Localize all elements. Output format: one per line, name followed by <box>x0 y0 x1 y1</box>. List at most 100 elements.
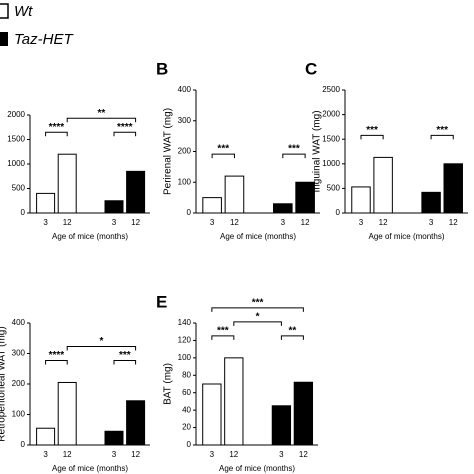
significance-bracket <box>233 321 282 326</box>
significance-bracket <box>282 153 306 159</box>
significance-bracket <box>211 153 235 159</box>
bar <box>293 381 314 446</box>
y-tick-label: 80 <box>182 370 191 379</box>
significance-bracket <box>66 117 137 123</box>
significance-bracket <box>45 359 68 365</box>
y-tick-label: 500 <box>12 184 26 193</box>
bar <box>373 156 393 214</box>
x-tick-label: 12 <box>63 450 72 459</box>
x-tick-label: 12 <box>131 218 140 227</box>
legend-swatch <box>0 32 8 46</box>
x-axis-label: Age of mice (months) <box>219 464 295 473</box>
y-tick-label: 300 <box>12 349 26 358</box>
significance-label: *** <box>217 144 229 155</box>
y-tick-label: 60 <box>182 388 191 397</box>
legend-label: Taz-HET <box>14 31 74 48</box>
y-tick-label: 300 <box>178 116 192 125</box>
y-tick-label: 500 <box>327 184 341 193</box>
x-tick-label: 3 <box>112 450 117 459</box>
significance-label: *** <box>288 144 300 155</box>
y-tick-label: 200 <box>12 379 26 388</box>
significance-label: **** <box>117 122 133 133</box>
x-tick-label: 12 <box>449 218 458 227</box>
bar <box>57 381 77 446</box>
significance-bracket <box>280 335 304 340</box>
y-tick-label: 100 <box>178 353 192 362</box>
x-tick-label: 3 <box>43 450 48 459</box>
bar <box>36 427 56 446</box>
x-axis-label: Age of mice (months) <box>52 464 128 473</box>
y-tick-label: 100 <box>12 410 26 419</box>
x-axis-label: Age of mice (months) <box>368 232 444 241</box>
y-tick-label: 140 <box>178 318 192 327</box>
y-tick-label: 20 <box>182 423 191 432</box>
bar <box>271 405 292 446</box>
panel-label: C <box>305 59 317 78</box>
y-tick-label: 100 <box>178 177 192 186</box>
y-tick-label: 120 <box>178 336 192 345</box>
x-tick-label: 12 <box>229 450 238 459</box>
legend-label: Wt <box>14 3 33 20</box>
y-axis-label: Inguinal WAT (mg) <box>312 110 323 192</box>
x-tick-label: 3 <box>279 450 284 459</box>
significance-bracket <box>66 345 137 351</box>
y-tick-label: 400 <box>178 85 192 94</box>
y-tick-label: 1000 <box>7 159 25 168</box>
significance-label: *** <box>119 350 131 361</box>
x-tick-label: 3 <box>43 218 48 227</box>
y-tick-label: 1500 <box>7 135 25 144</box>
significance-bracket <box>113 131 137 137</box>
x-tick-label: 3 <box>210 218 215 227</box>
panel-label: E <box>156 292 167 311</box>
y-tick-label: 200 <box>178 147 192 156</box>
bar <box>224 357 244 446</box>
x-tick-label: 12 <box>230 218 239 227</box>
bar <box>295 181 315 214</box>
x-tick-label: 12 <box>63 218 72 227</box>
significance-label: *** <box>366 125 378 136</box>
significance-bracket <box>211 307 304 312</box>
y-tick-label: 0 <box>21 440 26 449</box>
bar <box>443 163 463 214</box>
x-axis-label: Age of mice (months) <box>220 232 296 241</box>
bar <box>202 383 222 446</box>
panel-label: B <box>156 59 168 78</box>
bar <box>126 400 146 446</box>
y-tick-label: 0 <box>336 208 341 217</box>
significance-label: *** <box>217 325 229 336</box>
bar <box>351 186 371 214</box>
y-tick-label: 0 <box>187 208 192 217</box>
x-tick-label: 3 <box>112 218 117 227</box>
legend-swatch <box>0 3 9 19</box>
y-axis-label: Retroperitoneal WAT (mg) <box>0 326 8 441</box>
significance-label: ** <box>98 108 106 119</box>
significance-bracket <box>113 359 137 365</box>
significance-label: **** <box>49 350 65 361</box>
y-tick-label: 2000 <box>322 110 340 119</box>
x-tick-label: 3 <box>210 450 215 459</box>
x-axis-label: Age of mice (months) <box>52 232 128 241</box>
y-tick-label: 1500 <box>322 134 340 143</box>
bar <box>104 430 124 446</box>
bar <box>104 200 124 214</box>
y-tick-label: 1000 <box>322 159 340 168</box>
significance-label: ** <box>288 325 296 336</box>
significance-label: * <box>99 336 103 347</box>
bar <box>421 191 441 214</box>
y-tick-label: 2500 <box>322 85 340 94</box>
x-tick-label: 12 <box>299 450 308 459</box>
y-tick-label: 0 <box>187 440 192 449</box>
significance-bracket <box>360 134 384 140</box>
x-tick-label: 12 <box>379 218 388 227</box>
y-tick-label: 400 <box>12 318 26 327</box>
significance-bracket <box>430 134 454 140</box>
significance-label: *** <box>436 125 448 136</box>
x-tick-label: 3 <box>281 218 286 227</box>
bar <box>224 175 245 214</box>
bar <box>273 203 293 214</box>
significance-label: **** <box>49 122 65 133</box>
x-tick-label: 12 <box>131 450 140 459</box>
significance-label: * <box>256 311 260 322</box>
bar <box>126 170 146 214</box>
